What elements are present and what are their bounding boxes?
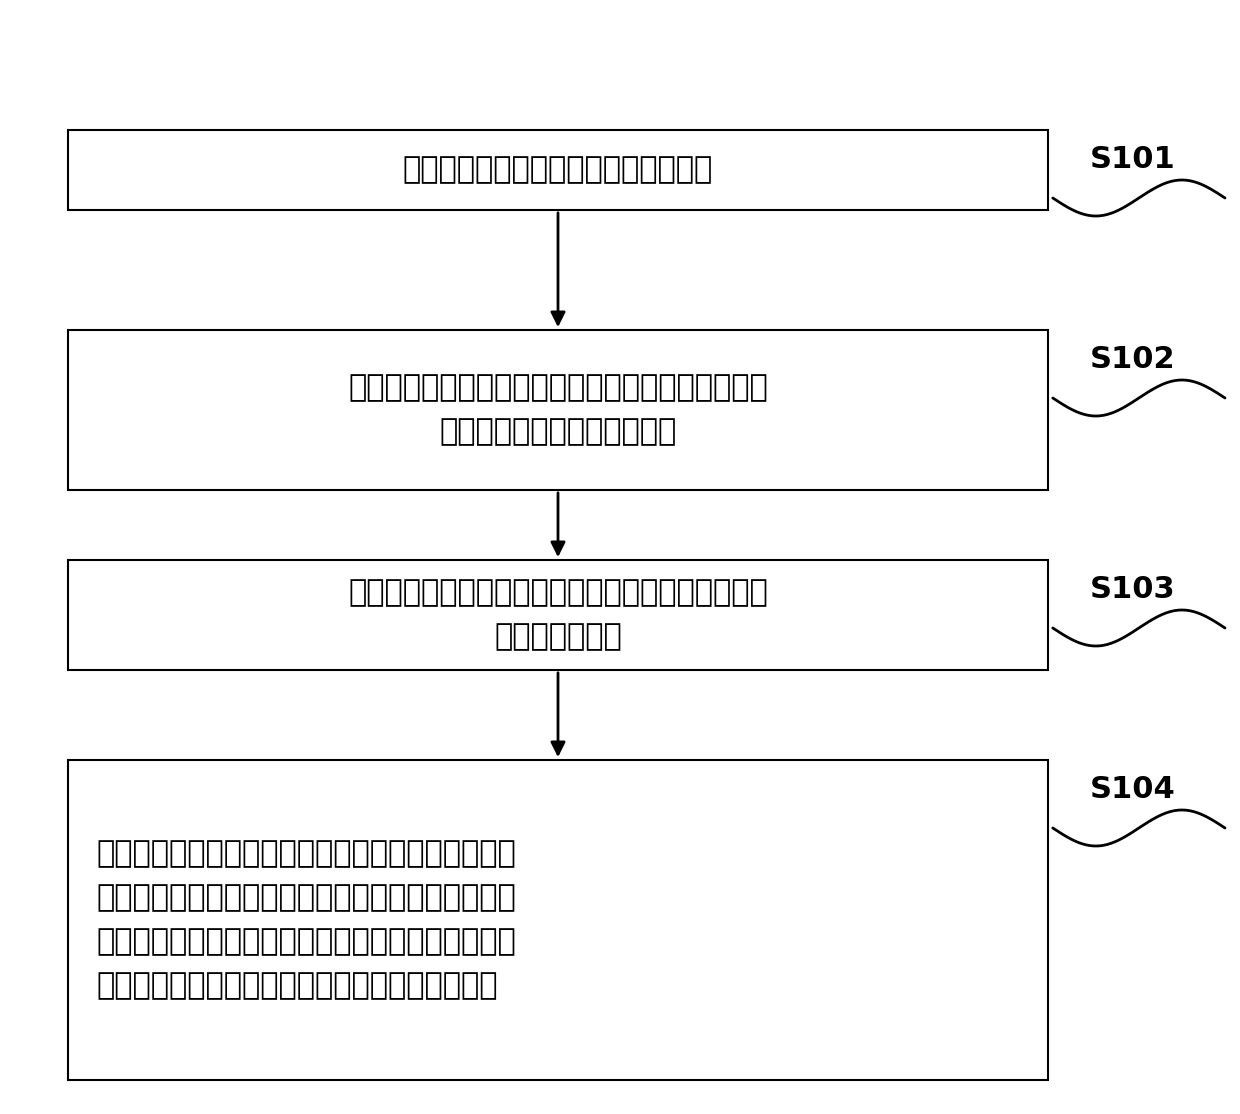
Text: S103: S103 xyxy=(1090,575,1176,604)
Text: 将电机转速曲线进行傅立叶级数的展开: 将电机转速曲线进行傅立叶级数的展开 xyxy=(403,156,713,185)
Bar xyxy=(68,130,1048,211)
Bar xyxy=(68,330,1048,490)
Text: 计算在电机变速驱动下的抽油机悬点运动规律、电机
扭矩、杆柱应力和井下泵功图: 计算在电机变速驱动下的抽油机悬点运动规律、电机 扭矩、杆柱应力和井下泵功图 xyxy=(348,373,768,447)
Text: S102: S102 xyxy=(1090,345,1176,374)
Bar xyxy=(68,760,1048,1079)
Text: S104: S104 xyxy=(1090,775,1176,804)
Text: 根据所述悬点运动规律和井下泵功图，计算电机变速
驱动下的产液量: 根据所述悬点运动规律和井下泵功图，计算电机变速 驱动下的产液量 xyxy=(348,578,768,652)
Text: 设计变量，将所述产液量、电机扭矩和杆柱应力作为
所述变量的函数，并建立所述产液量、电机扭矩、杆
柱应力和电机转速的约束条件，将电机能耗作为目标
函数，设定收敛条: 设计变量，将所述产液量、电机扭矩和杆柱应力作为 所述变量的函数，并建立所述产液量… xyxy=(97,840,516,1000)
Text: S101: S101 xyxy=(1090,145,1176,174)
Bar xyxy=(68,560,1048,670)
